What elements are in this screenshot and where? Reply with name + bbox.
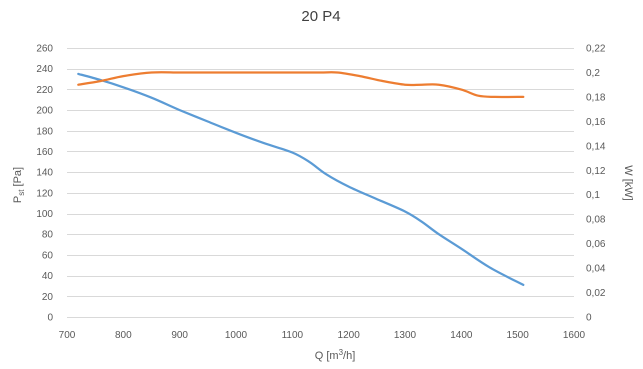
x-tick-label: 1100 [282, 330, 304, 341]
y-axis-left-label-main: P [12, 196, 24, 203]
grid-lines [67, 48, 574, 318]
y-left-tick-label: 260 [36, 44, 53, 55]
y-left-tick-label: 80 [42, 230, 54, 241]
y-left-tick-label: 40 [42, 271, 54, 282]
y-right-tick-label: 0,1 [586, 190, 600, 201]
y-axis-left-label-tail: [Pa] [12, 167, 24, 190]
y-left-tick-label: 220 [36, 85, 53, 96]
y-left-tick-label: 200 [36, 106, 53, 117]
x-tick-label: 1400 [450, 330, 473, 341]
y-axis-left-label-subscript: st [17, 189, 26, 196]
x-tick-label: 1500 [507, 330, 530, 341]
y-right-tick-label: 0,2 [586, 68, 600, 79]
y-right-tick-label: 0 [586, 313, 592, 324]
x-tick-label: 1600 [563, 330, 586, 341]
y-right-tick-label: 0,08 [586, 215, 606, 226]
y-axis-left-label: Pst [Pa] [12, 167, 26, 203]
y-axis-right-label: W [kW] [622, 165, 634, 200]
y-left-tick-label: 20 [42, 292, 54, 303]
y-left-tick-label: 120 [36, 188, 53, 199]
power-series-line [77, 71, 525, 99]
y-left-tick-label: 140 [36, 168, 53, 179]
x-axis-label-main: Q [m [315, 350, 339, 362]
y-right-tick-label: 0,14 [586, 141, 606, 152]
y-right-tick-label: 0,16 [586, 117, 606, 128]
y-left-tick-label: 240 [36, 64, 53, 75]
chart-title: 20 P4 [301, 8, 340, 25]
y-left-tick-label: 160 [36, 147, 53, 158]
x-tick-label: 1300 [394, 330, 417, 341]
x-tick-label: 1200 [338, 330, 361, 341]
pressure-series-line [77, 72, 525, 287]
x-axis-label-tail: /h] [343, 350, 355, 362]
y-right-tick-label: 0,18 [586, 92, 606, 103]
series-layer [77, 71, 525, 287]
y-right-tick-label: 0,04 [586, 264, 606, 275]
y-right-tick-label: 0,22 [586, 44, 606, 55]
x-axis-label-superscript: 3 [339, 348, 344, 357]
x-axis-label: Q [m3/h] [315, 348, 356, 362]
y-left-tick-label: 0 [47, 313, 53, 324]
x-tick-label: 1000 [225, 330, 248, 341]
y-left-tick-label: 100 [36, 209, 53, 220]
y-right-tick-label: 0,02 [586, 288, 606, 299]
x-tick-label: 900 [171, 330, 188, 341]
x-tick-label: 800 [115, 330, 132, 341]
y-right-tick-label: 0,06 [586, 239, 606, 250]
x-tick-label: 700 [59, 330, 76, 341]
y-left-tick-label: 180 [36, 126, 53, 137]
y-right-tick-label: 0,12 [586, 166, 606, 177]
y-left-tick-label: 60 [42, 250, 54, 261]
tick-labels: 0 20 40 60 80 100 120 140 160 180 200 220 240 260 0 0,0… [36, 44, 606, 342]
